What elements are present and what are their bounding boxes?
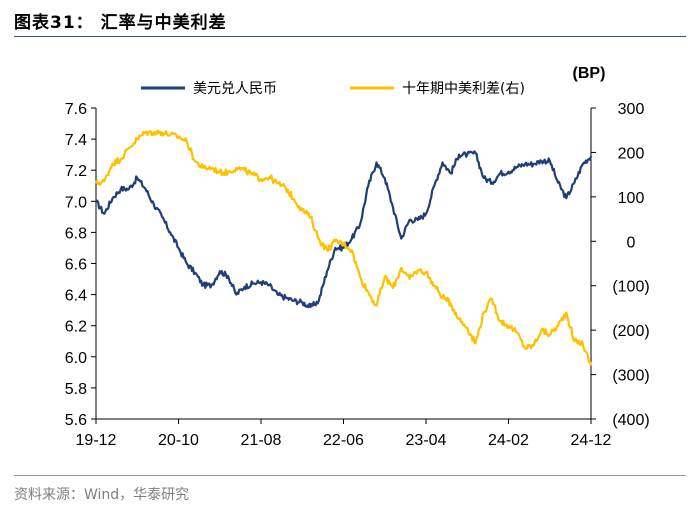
x-tick-label: 20-10 <box>158 432 199 449</box>
right-tick-label: (400) <box>612 412 649 429</box>
axes: 7.6 7.4 7.2 7.0 6.8 6.6 6.4 6.2 6.0 5.8 5.6 300 200 1… <box>65 65 650 449</box>
left-tick-label: 7.0 <box>65 194 87 211</box>
x-tick-label: 23-04 <box>406 432 447 449</box>
left-tick-label: 6.6 <box>65 257 87 274</box>
x-tick-label: 24-02 <box>488 432 529 449</box>
left-tick-label: 5.8 <box>65 381 87 398</box>
x-tick-label: 21-08 <box>241 432 282 449</box>
right-tick-label: 300 <box>618 101 645 118</box>
x-tick-label: 22-06 <box>323 432 364 449</box>
right-tick-label: 0 <box>627 234 636 251</box>
left-tick-label: 7.4 <box>65 132 87 149</box>
left-tick-label: 7.2 <box>65 163 87 180</box>
x-tick-label: 19-12 <box>76 432 117 449</box>
legend-label: 美元兑人民币 <box>193 81 277 97</box>
figure-title: 图表31： 汇率与中美利差 <box>14 13 227 33</box>
legend: 美元兑人民币 十年期中美利差(右) <box>141 81 525 97</box>
right-tick-label: (200) <box>612 323 649 340</box>
right-axis-unit: (BP) <box>573 65 606 82</box>
left-tick-label: 6.2 <box>65 319 87 336</box>
right-tick-label: 100 <box>618 190 645 207</box>
series-group <box>94 129 593 366</box>
series-line-usdcny <box>95 150 593 309</box>
right-tick-label: (300) <box>612 368 649 385</box>
source-note: 资料来源：Wind，华泰研究 <box>14 487 190 503</box>
right-tick-label: (100) <box>612 279 649 296</box>
source-rule <box>14 475 686 476</box>
left-tick-label: 6.0 <box>65 350 87 367</box>
left-tick-label: 7.6 <box>65 101 87 118</box>
legend-label: 十年期中美利差(右) <box>402 81 525 97</box>
left-tick-label: 6.8 <box>65 225 87 242</box>
right-tick-label: 200 <box>618 145 645 162</box>
title-rule <box>14 36 686 37</box>
left-tick-label: 5.6 <box>65 412 87 429</box>
left-tick-label: 6.4 <box>65 288 87 305</box>
x-tick-label: 24-12 <box>571 432 612 449</box>
series-line-spread <box>94 129 593 366</box>
